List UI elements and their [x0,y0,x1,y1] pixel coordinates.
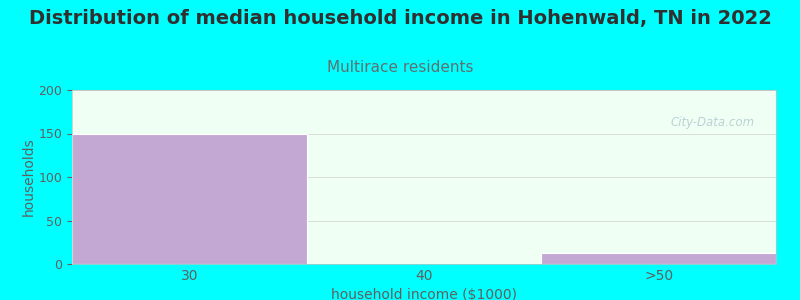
Text: City-Data.com: City-Data.com [670,116,755,129]
Text: Multirace residents: Multirace residents [326,60,474,75]
X-axis label: household income ($1000): household income ($1000) [331,288,517,300]
Bar [542,253,776,264]
Text: Distribution of median household income in Hohenwald, TN in 2022: Distribution of median household income … [29,9,771,28]
Y-axis label: households: households [22,138,36,216]
Bar [72,134,306,264]
